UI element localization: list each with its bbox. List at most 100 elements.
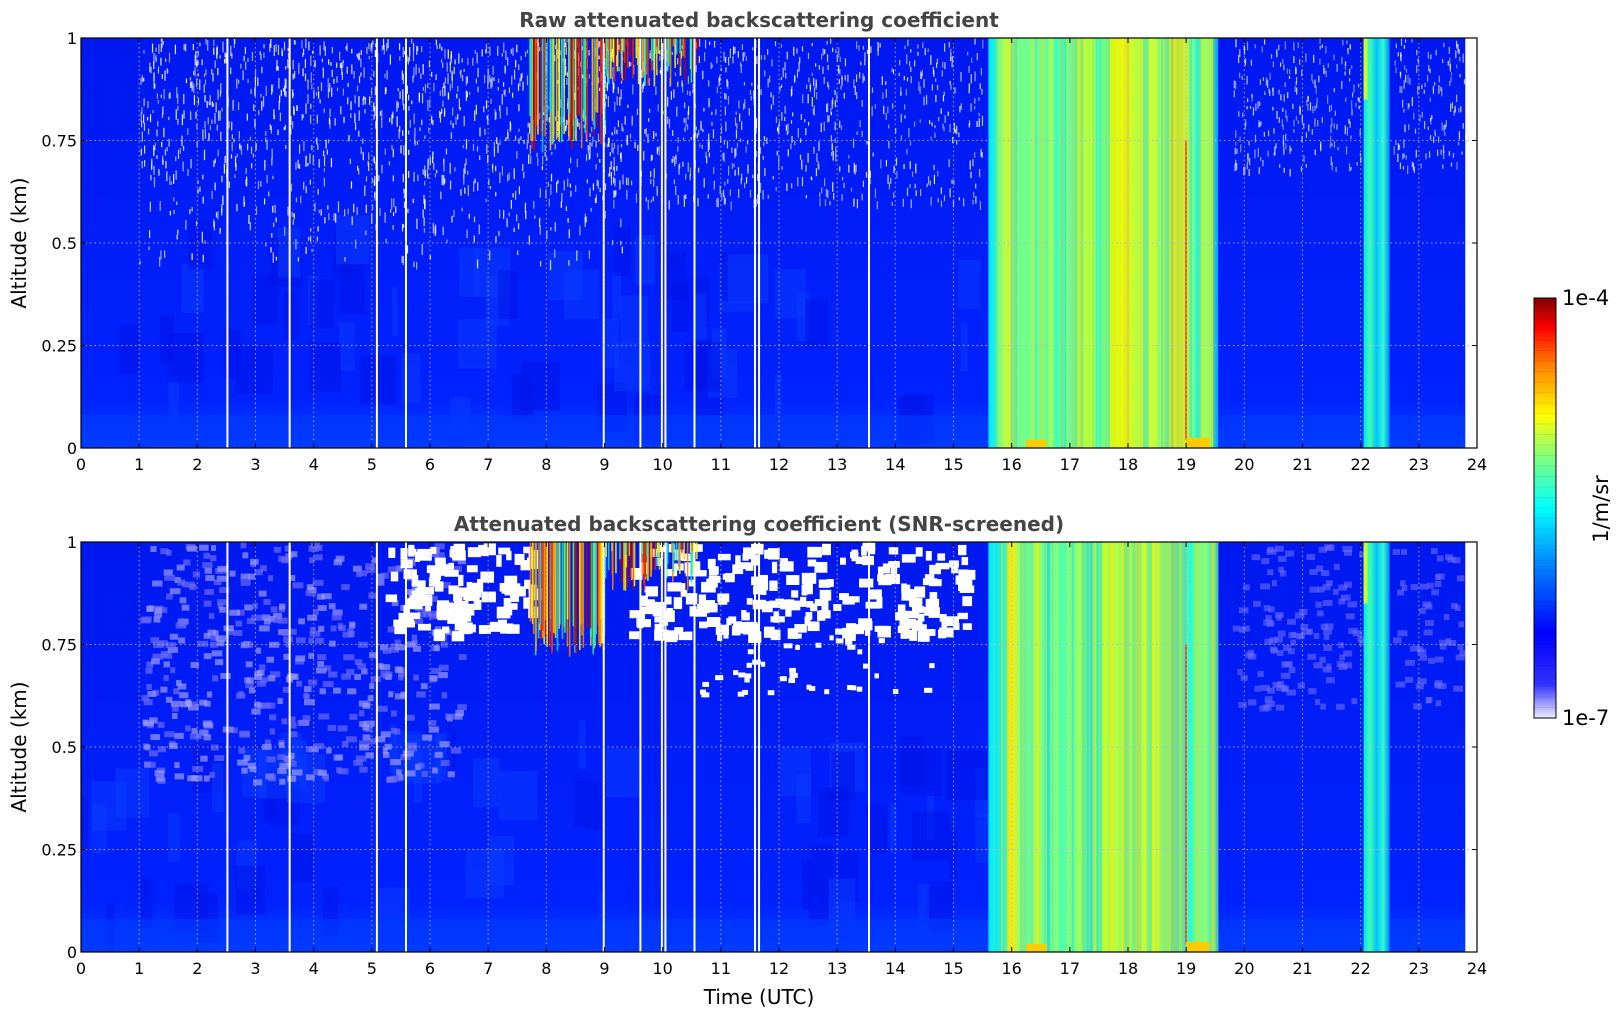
noise-speckle	[1331, 143, 1333, 147]
noise-speckle	[1461, 151, 1463, 155]
low-value-cell	[149, 717, 158, 724]
noise-speckle	[499, 172, 501, 184]
y-axis-label: Altitude (km)	[7, 177, 31, 308]
noise-speckle	[1239, 72, 1241, 78]
noise-speckle	[310, 228, 312, 232]
noise-speckle	[1462, 53, 1464, 63]
screened-cell	[897, 625, 906, 633]
screened-cell	[436, 564, 450, 576]
low-value-cell	[315, 637, 324, 644]
noise-speckle	[331, 69, 333, 78]
screened-cell	[454, 602, 464, 615]
noise-speckle	[626, 135, 628, 145]
screened-cell	[483, 543, 496, 556]
low-value-cell	[1264, 638, 1273, 645]
low-value-cell	[1276, 614, 1282, 621]
fog-streak	[1162, 542, 1166, 952]
noise-speckle	[950, 52, 952, 61]
noise-speckle	[877, 41, 879, 52]
signal-patch	[141, 878, 153, 929]
screened-cell	[454, 618, 465, 631]
fog-streak	[1167, 38, 1171, 448]
noise-speckle	[1268, 130, 1270, 137]
signal-patch	[473, 758, 500, 808]
noise-speckle	[756, 194, 759, 204]
low-value-cell	[264, 702, 276, 709]
noise-speckle	[1246, 162, 1248, 170]
screened-cell	[917, 631, 930, 642]
low-value-cell	[217, 565, 228, 572]
low-value-cell	[1333, 563, 1340, 570]
noise-speckle	[185, 78, 188, 84]
noise-speckle	[1316, 103, 1318, 109]
screened-cell	[958, 569, 969, 581]
fog-surface-peak	[1186, 941, 1210, 952]
noise-speckle	[311, 83, 313, 90]
noise-speckle	[522, 163, 524, 172]
noise-speckle	[647, 199, 649, 210]
fog-surface-peak	[1026, 439, 1047, 448]
signal-patch	[958, 259, 981, 309]
screened-cell	[411, 569, 417, 580]
screened-cell	[732, 564, 744, 575]
noise-speckle	[770, 92, 772, 98]
x-tick-label: 20	[1234, 959, 1254, 978]
low-value-cell	[1290, 639, 1296, 646]
noise-speckle	[568, 229, 570, 239]
low-value-cell	[211, 545, 217, 552]
noise-speckle	[1272, 87, 1274, 96]
low-value-cell	[289, 574, 296, 581]
high-return-streak	[654, 542, 657, 570]
noise-speckle	[522, 81, 524, 91]
high-return-streak	[551, 542, 553, 654]
noise-speckle	[707, 142, 709, 152]
low-value-cell	[1287, 618, 1296, 625]
noise-speckle	[515, 59, 517, 68]
screened-cell	[847, 596, 860, 603]
noise-speckle	[163, 88, 165, 100]
noise-speckle	[141, 164, 143, 169]
noise-speckle	[576, 250, 578, 261]
noise-speckle	[317, 226, 319, 232]
fog-streak	[1193, 542, 1201, 952]
high-return-streak	[684, 38, 686, 82]
low-value-cell	[1239, 626, 1245, 633]
noise-speckle	[371, 40, 373, 48]
high-return-streak	[675, 38, 678, 55]
high-return-streak	[623, 542, 625, 591]
screened-cell	[763, 626, 775, 638]
noise-speckle	[819, 192, 821, 197]
noise-speckle	[562, 58, 564, 62]
low-value-cell	[150, 637, 160, 644]
noise-speckle	[737, 51, 739, 58]
screened-cell	[434, 581, 444, 592]
noise-speckle	[915, 190, 917, 196]
noise-speckle	[329, 83, 331, 92]
noise-speckle	[424, 199, 426, 209]
noise-speckle	[609, 167, 611, 177]
low-value-cell	[171, 705, 179, 712]
noise-speckle	[403, 103, 405, 111]
noise-speckle	[748, 108, 750, 116]
noise-speckle	[980, 148, 982, 157]
high-return-streak	[543, 542, 546, 645]
fog-streak	[1124, 38, 1131, 448]
signal-patch	[291, 833, 313, 883]
noise-speckle	[923, 78, 925, 88]
noise-speckle	[432, 119, 434, 126]
high-return-streak	[558, 542, 561, 629]
noise-speckle	[255, 143, 257, 151]
noise-speckle	[588, 153, 590, 160]
noise-speckle	[763, 136, 766, 141]
noise-speckle	[1295, 115, 1297, 121]
screened-cell	[489, 621, 505, 632]
high-return-streak	[666, 38, 669, 72]
noise-speckle	[143, 77, 145, 82]
low-value-cell	[1269, 646, 1277, 653]
fog-streak	[1173, 542, 1180, 952]
noise-speckle	[704, 39, 707, 49]
noise-speckle	[362, 151, 364, 161]
noise-speckle	[451, 215, 453, 223]
noise-speckle	[709, 41, 711, 45]
noise-speckle	[653, 130, 655, 140]
